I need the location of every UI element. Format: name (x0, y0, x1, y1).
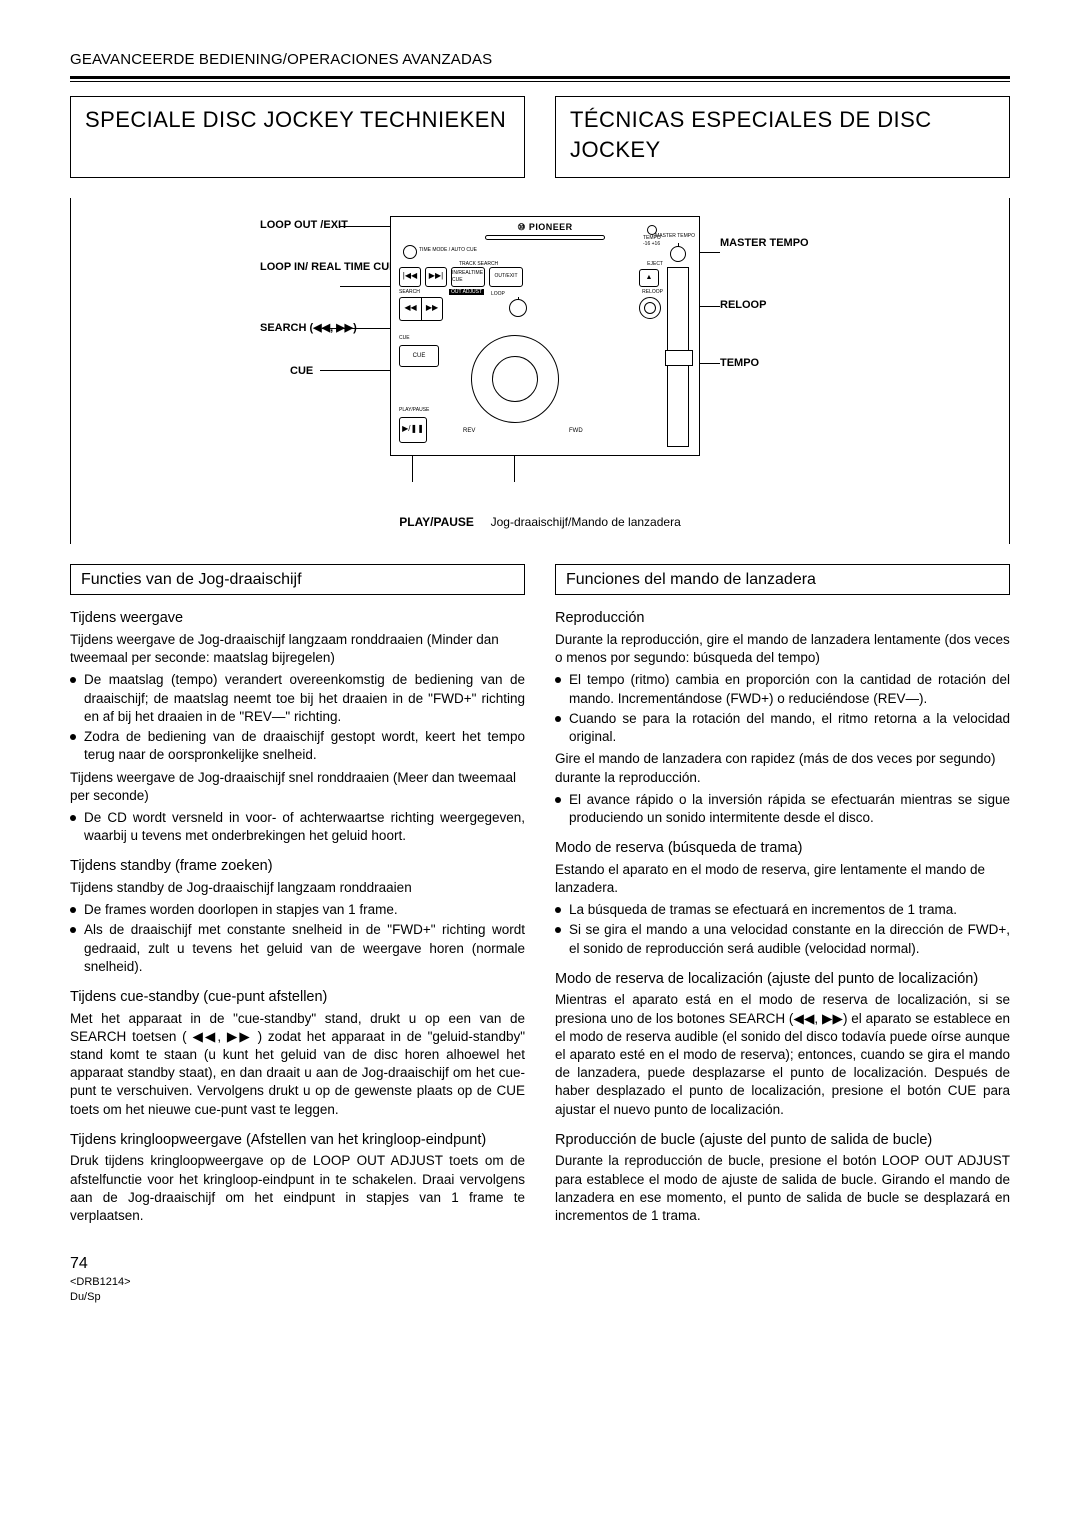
cue-small-label: CUE (399, 335, 410, 342)
cue-button[interactable]: CUE (399, 345, 439, 367)
left-h3: Tijdens cue-standby (cue-punt afstellen) (70, 988, 525, 1008)
jog-dial[interactable] (471, 335, 559, 423)
right-p1: Mientras el aparato está en el modo de r… (555, 991, 1010, 1119)
search-row-label: SEARCH (399, 289, 420, 296)
right-h4: Rproducción de bucle (ajuste del punto d… (555, 1131, 1010, 1151)
out-adjust-label: OUT ADJUST (449, 289, 484, 296)
left-h4: Tijdens kringloopweergave (Afstellen van… (70, 1131, 525, 1151)
top-button-row: |◀◀ ▶▶| IN/REALTIME CUE OUT/EXIT (399, 267, 523, 287)
diagram-caption: PLAY/PAUSE Jog-draaischijf/Mando de lanz… (71, 514, 1009, 530)
left-h1: Tijdens weergave (70, 609, 525, 629)
right-bullets-1: El tempo (ritmo) cambia en proporción co… (555, 671, 1010, 746)
right-column: Funciones del mando de lanzadera Reprodu… (555, 564, 1010, 1228)
device-panel: ⑩ PIONEER TEMPO -16 +16 MASTER TEMPO TIM… (390, 216, 700, 456)
two-columns: Functies van de Jog-draaischijf Tijdens … (70, 564, 1010, 1228)
left-bullets-3: De frames worden doorlopen in stapjes va… (70, 901, 525, 976)
rule-thin (70, 81, 1010, 82)
reloop-label: RELOOP (642, 289, 663, 296)
callout-reloop: RELOOP (720, 298, 766, 313)
mode-knob[interactable] (403, 245, 417, 259)
list-item: La búsqueda de tramas se efectuará en in… (555, 901, 1010, 919)
doc-code: <DRB1214> (70, 1275, 1010, 1290)
list-item: De frames worden doorlopen in stapjes va… (70, 901, 525, 919)
mode-label: TIME MODE / AUTO CUE (419, 247, 477, 254)
left-bullets-1: De maatslag (tempo) verandert overeenkom… (70, 671, 525, 764)
left-intro1: Tijdens weergave de Jog-draaischijf lang… (70, 631, 525, 667)
search-fwd-button[interactable]: ▶▶ (421, 297, 443, 321)
pioneer-logo: ⑩ PIONEER (517, 221, 572, 233)
in-realtime-button[interactable]: IN/REALTIME CUE (451, 267, 485, 287)
list-item: Cuando se para la rotación del mando, el… (555, 710, 1010, 746)
left-bullets-2: De CD wordt versneld in voor- of achterw… (70, 809, 525, 845)
list-item: El tempo (ritmo) cambia en proporción co… (555, 671, 1010, 707)
caption-jog: Jog-draaischijf/Mando de lanzadera (491, 515, 681, 529)
title-left: SPECIALE DISC JOCKEY TECHNIEKEN (70, 96, 525, 177)
page-footer: 74 <DRB1214> Du/Sp (70, 1253, 1010, 1304)
left-column: Functies van de Jog-draaischijf Tijdens … (70, 564, 525, 1228)
master-tempo-knob[interactable] (667, 243, 689, 265)
reloop-button[interactable] (639, 297, 661, 319)
out-exit-button[interactable]: OUT/EXIT (489, 267, 523, 287)
diagram-container: LOOP OUT /EXIT LOOP IN/ REAL TIME CUE/OU… (70, 198, 1010, 544)
caption-play: PLAY/PAUSE (399, 515, 474, 529)
master-label: MASTER TEMPO (655, 233, 695, 240)
callout-master: MASTER TEMPO (720, 236, 809, 251)
callout-loop-in: LOOP IN/ REAL TIME CUE/OUT ADJUST (260, 260, 380, 275)
title-right: TÉCNICAS ESPECIALES DE DISC JOCKEY (555, 96, 1010, 177)
page-header: GEAVANCEERDE BEDIENING/OPERACIONES AVANZ… (70, 50, 1010, 70)
right-intro2: Gire el mando de lanzadera con rapidez (… (555, 750, 1010, 786)
right-bullets-2: El avance rápido o la inversión rápida s… (555, 791, 1010, 827)
left-h2: Tijdens standby (frame zoeken) (70, 857, 525, 877)
device-diagram: LOOP OUT /EXIT LOOP IN/ REAL TIME CUE/OU… (260, 216, 820, 506)
callout-cue: CUE (290, 364, 313, 379)
left-intro3: Tijdens standby de Jog-draaischijf langz… (70, 879, 525, 897)
track-prev-button[interactable]: |◀◀ (399, 267, 421, 287)
left-section-head: Functies van de Jog-draaischijf (70, 564, 525, 596)
callout-tempo: TEMPO (720, 356, 759, 371)
eject-button[interactable]: ▲ (639, 269, 659, 287)
list-item: Si se gira el mando a una velocidad cons… (555, 921, 1010, 957)
left-p1: Met het apparaat in de "cue-standby" sta… (70, 1010, 525, 1119)
list-item: De CD wordt versneld in voor- of achterw… (70, 809, 525, 845)
right-h3: Modo de reserva de localización (ajuste … (555, 970, 1010, 990)
track-next-button[interactable]: ▶▶| (425, 267, 447, 287)
doc-langs: Du/Sp (70, 1290, 1010, 1305)
fwd-label: FWD (569, 427, 583, 435)
eject-label: EJECT (647, 261, 663, 268)
tempo-slider-thumb[interactable] (665, 350, 693, 366)
tempo-slider-track (667, 267, 689, 447)
list-item: Zodra de bediening van de draaischijf ge… (70, 728, 525, 764)
title-row: SPECIALE DISC JOCKEY TECHNIEKEN TÉCNICAS… (70, 96, 1010, 177)
line (322, 328, 400, 329)
right-h2: Modo de reserva (búsqueda de trama) (555, 839, 1010, 859)
right-h1: Reproducción (555, 609, 1010, 629)
loop-knob[interactable] (509, 299, 527, 317)
list-item: De maatslag (tempo) verandert overeenkom… (70, 671, 525, 726)
left-intro2: Tijdens weergave de Jog-draaischijf snel… (70, 769, 525, 805)
right-p2: Durante la reproducción de bucle, presio… (555, 1152, 1010, 1225)
right-intro3: Estando el aparato en el modo de reserva… (555, 861, 1010, 897)
right-section-head: Funciones del mando de lanzadera (555, 564, 1010, 596)
list-item: Als de draaischijf met constante snelhei… (70, 921, 525, 976)
disc-slot (485, 235, 605, 240)
rev-label: REV (463, 427, 475, 435)
right-bullets-3: La búsqueda de tramas se efectuará en in… (555, 901, 1010, 958)
list-item: El avance rápido o la inversión rápida s… (555, 791, 1010, 827)
rule-thick (70, 76, 1010, 79)
right-intro1: Durante la reproducción, gire el mando d… (555, 631, 1010, 667)
play-pause-button[interactable]: ▶/❚❚ (399, 417, 427, 443)
loop-label: LOOP (491, 291, 505, 298)
search-buttons: ◀◀ ▶▶ (399, 297, 443, 321)
page-number: 74 (70, 1253, 1010, 1275)
line (320, 370, 400, 371)
left-p2: Druk tijdens kringloopweergave op de LOO… (70, 1152, 525, 1225)
search-rev-button[interactable]: ◀◀ (399, 297, 421, 321)
play-small-label: PLAY/PAUSE (399, 407, 429, 414)
